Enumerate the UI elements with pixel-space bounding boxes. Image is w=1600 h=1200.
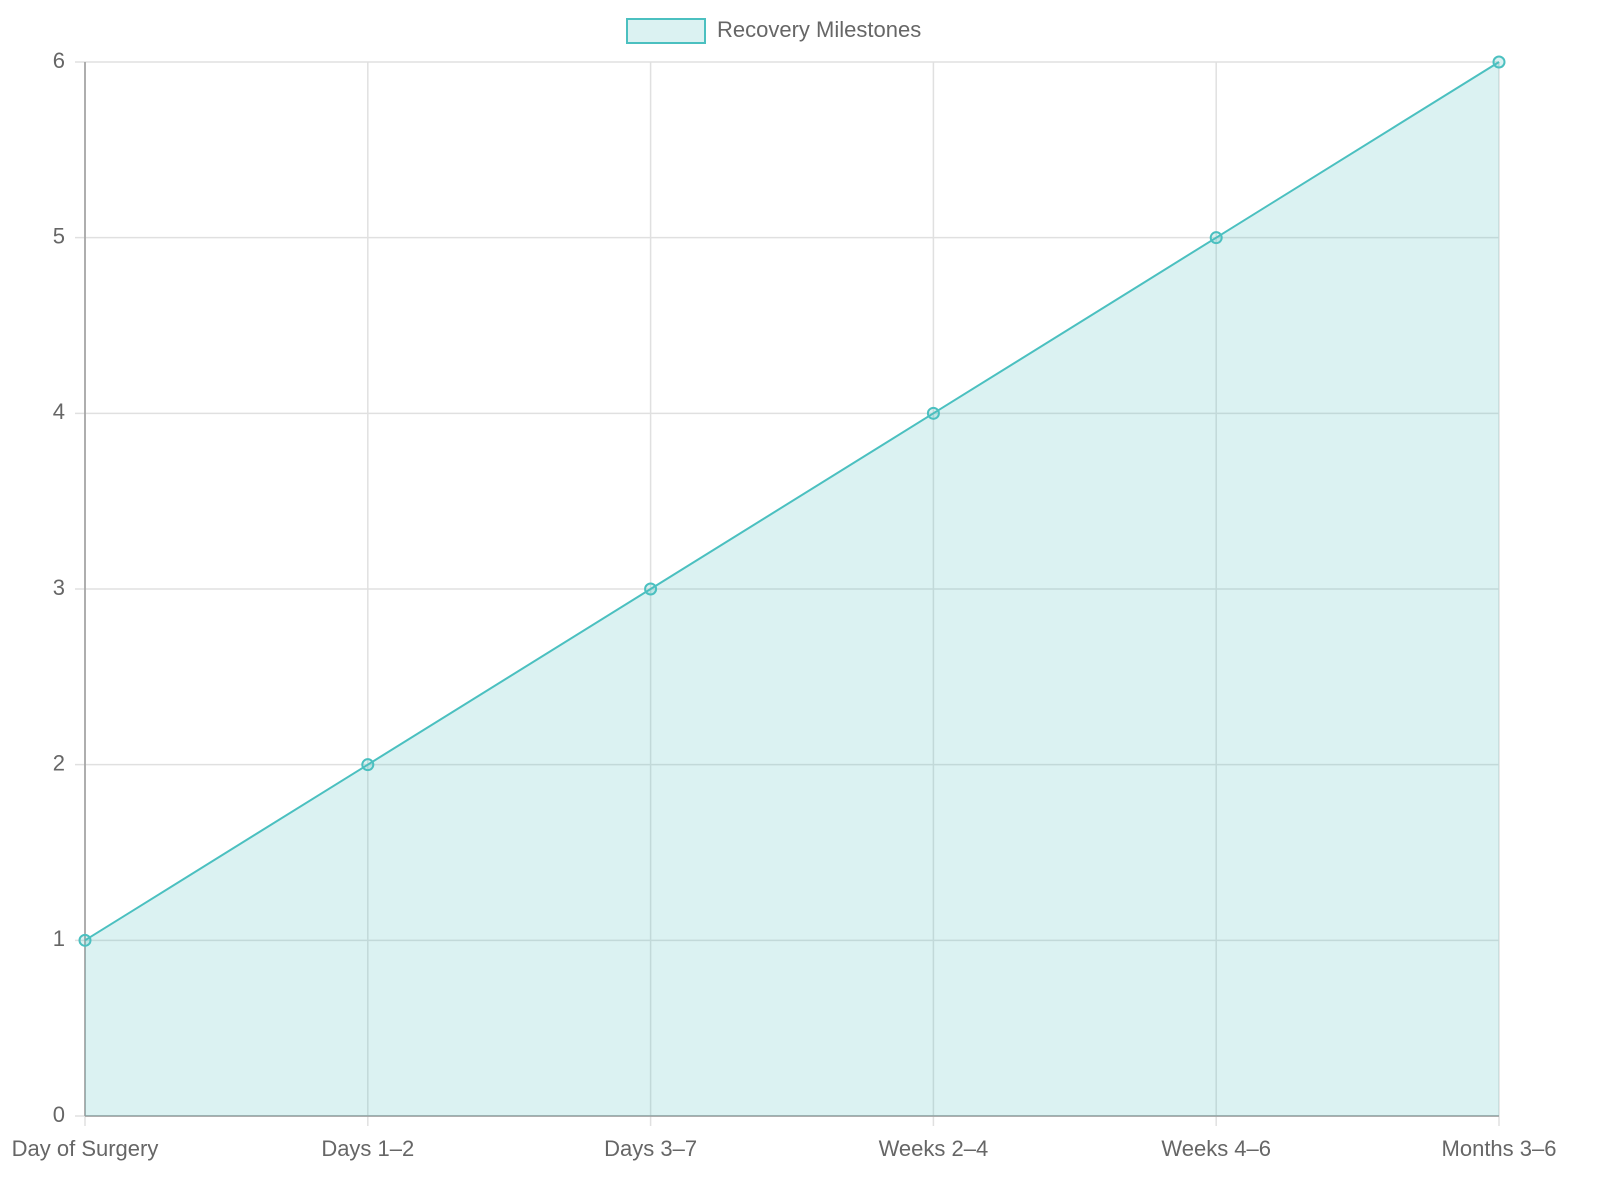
point: [1209, 231, 1223, 245]
y-tick-label: 5: [53, 223, 65, 248]
y-tick-label: 1: [53, 926, 65, 951]
x-tick-label: Weeks 2–4: [879, 1136, 989, 1161]
y-tick-label: 6: [53, 48, 65, 73]
y-tick-label: 4: [53, 399, 65, 424]
legend-label: Recovery Milestones: [717, 17, 921, 42]
x-tick-label: Weeks 4–6: [1161, 1136, 1271, 1161]
y-tick-label: 3: [53, 575, 65, 600]
x-tick-label: Days 3–7: [604, 1136, 697, 1161]
y-tick-label: 2: [53, 750, 65, 775]
point: [1492, 55, 1506, 69]
area: [85, 62, 1499, 1116]
legend-swatch: [626, 18, 706, 44]
x-tick-label: Days 1–2: [321, 1136, 414, 1161]
line: [84, 61, 1500, 942]
y-tick-label: 0: [53, 1102, 65, 1127]
point: [78, 933, 92, 947]
x-tick-label: Day of Surgery: [12, 1136, 159, 1161]
point: [361, 758, 375, 772]
x-tick-label: Months 3–6: [1442, 1136, 1557, 1161]
point: [926, 406, 940, 420]
point: [644, 582, 658, 596]
